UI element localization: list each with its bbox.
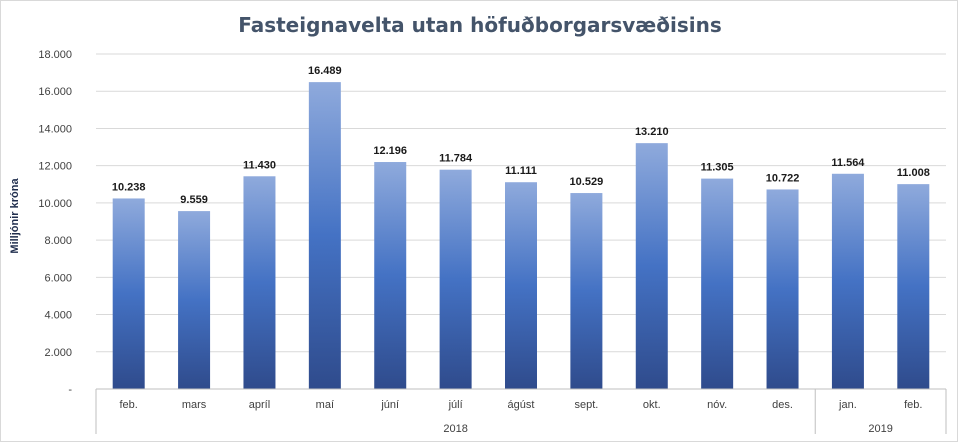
bar <box>701 178 734 389</box>
data-label: 10.529 <box>570 176 604 188</box>
x-tick-label: des. <box>772 399 793 411</box>
x-tick-label: okt. <box>643 399 661 411</box>
data-label: 10.238 <box>112 181 146 193</box>
x-tick-label: feb. <box>120 399 138 411</box>
data-label: 9.559 <box>180 194 208 206</box>
chart-title: Fasteignavelta utan höfuðborgarsvæðisins <box>238 13 722 37</box>
x-group-label: 2019 <box>868 423 892 435</box>
bar <box>831 173 864 389</box>
x-tick-label: ágúst <box>508 399 535 411</box>
bar <box>635 143 668 389</box>
y-tick-label: 18.000 <box>38 49 72 61</box>
x-tick-label: júní <box>380 399 399 411</box>
data-label: 13.210 <box>635 126 669 138</box>
x-tick-label: sept. <box>574 399 598 411</box>
x-tick-label: feb. <box>904 399 922 411</box>
data-label: 11.111 <box>505 165 537 177</box>
y-tick-label: 8.000 <box>44 235 72 247</box>
bar <box>505 182 537 389</box>
bar <box>570 193 603 389</box>
y-tick-label: 10.000 <box>38 198 72 210</box>
bar <box>897 184 930 389</box>
bar <box>374 162 407 389</box>
y-tick-label: 4.000 <box>44 310 72 322</box>
data-label: 11.784 <box>439 153 473 165</box>
y-tick-label: 6.000 <box>44 272 72 284</box>
y-tick-label: 14.000 <box>38 123 72 135</box>
data-label: 12.196 <box>373 145 407 157</box>
x-tick-label: mars <box>182 399 207 411</box>
x-tick-label: nóv. <box>707 399 727 411</box>
bar <box>308 82 341 389</box>
x-tick-label: júlí <box>448 399 463 411</box>
y-tick-label: 2.000 <box>44 347 72 359</box>
y-tick-label: 12.000 <box>38 161 72 173</box>
data-label: 16.489 <box>308 65 342 77</box>
data-label: 11.430 <box>243 159 276 171</box>
data-label: 11.305 <box>701 162 734 174</box>
bar <box>439 169 472 389</box>
data-label: 11.564 <box>831 157 865 169</box>
data-label: 11.008 <box>897 167 930 179</box>
bar <box>243 176 276 389</box>
x-tick-label: apríl <box>249 399 270 411</box>
x-group-label: 2018 <box>443 423 467 435</box>
bar <box>178 211 211 389</box>
bar <box>112 198 145 389</box>
data-label: 10.722 <box>766 172 800 184</box>
y-tick-label: 16.000 <box>38 86 72 98</box>
x-tick-label: jan. <box>838 399 857 411</box>
bar <box>766 189 799 389</box>
x-tick-label: maí <box>316 399 334 411</box>
y-tick-label: - <box>68 384 72 396</box>
